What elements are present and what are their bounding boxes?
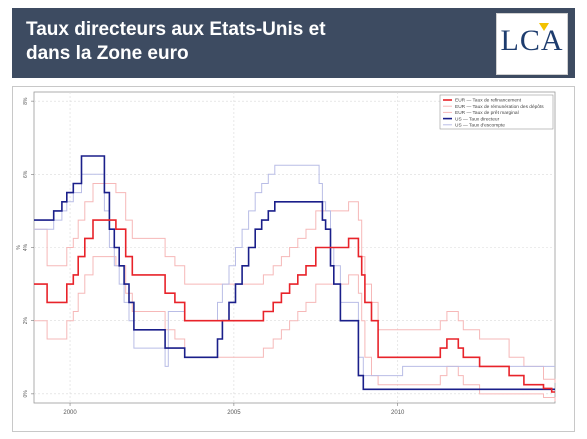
- legend-box: [439, 94, 554, 130]
- x-tick-label: 2005: [227, 410, 241, 416]
- slide-header: Taux directeurs aux Etats-Unis et dans l…: [12, 8, 575, 78]
- y-tick-label: 6%: [23, 170, 29, 178]
- title-line-1: Taux directeurs aux Etats-Unis et: [26, 19, 326, 40]
- legend-label: EUR — Taux de rémunération des dépôts: [455, 104, 544, 110]
- x-tick-label: 2000: [63, 410, 77, 416]
- chart-frame: 0% 2% 4% 6% 8% 2000 2005 2010% EUR — Taux de re…: [12, 86, 575, 432]
- series-line: [34, 256, 556, 402]
- y-axis-label: %: [16, 245, 22, 250]
- slide-title: Taux directeurs aux Etats-Unis et dans l…: [26, 18, 426, 66]
- rates-chart: 0% 2% 4% 6% 8% 2000 2005 2010% EUR — Taux de re…: [16, 91, 556, 416]
- y-tick-label: 2%: [23, 317, 29, 325]
- legend-label: EUR — Taux de prêt marginal: [455, 110, 519, 116]
- logo-accent-triangle: [539, 23, 549, 31]
- legend-label: EUR — Taux de refinancement: [455, 98, 522, 104]
- legend-label: US — Taux d'escompte: [455, 123, 505, 129]
- title-line-2: dans la Zone euro: [26, 43, 189, 64]
- legend-label: US — Taux directeur: [455, 116, 500, 122]
- x-tick-label: 2010: [391, 410, 405, 416]
- y-tick-label: 4%: [23, 243, 29, 251]
- lca-logo: LCA: [496, 13, 568, 75]
- y-tick-label: 0%: [23, 390, 29, 398]
- series-line: [34, 219, 555, 393]
- y-tick-label: 8%: [23, 97, 29, 105]
- series-layer: [34, 155, 556, 402]
- axis-layer: 0% 2% 4% 6% 8% 2000 2005 2010%: [16, 97, 405, 416]
- series-line: [34, 183, 556, 383]
- logo-text: LCA: [500, 24, 564, 57]
